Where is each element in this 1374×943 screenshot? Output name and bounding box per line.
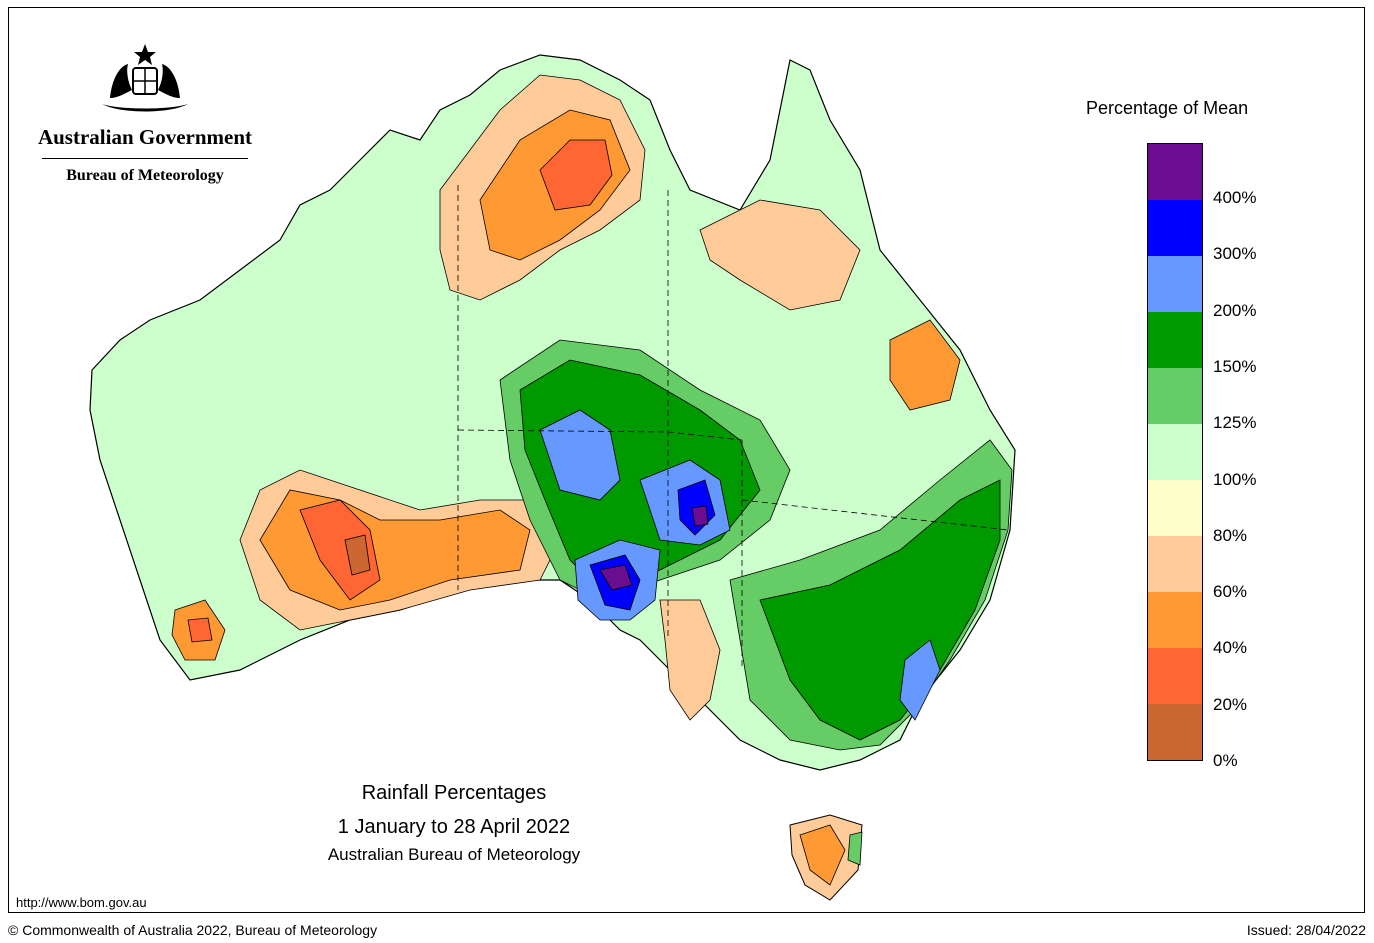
legend-label: 300% (1213, 244, 1257, 264)
bureau-name: Bureau of Meteorology (66, 167, 224, 184)
region-south-red (299, 499, 381, 601)
region-qld-coast-orange (889, 319, 961, 411)
legend-label: 60% (1213, 582, 1248, 602)
legend-label: 200% (1213, 300, 1257, 320)
legend-swatch (1148, 480, 1202, 536)
region-north-red (539, 139, 613, 211)
legend-swatch (1148, 312, 1202, 368)
website-link[interactable]: http://www.bom.gov.au (16, 895, 147, 910)
legend-label: 80% (1213, 525, 1248, 545)
legend-swatch (1148, 368, 1202, 424)
map-agency: Australian Bureau of Meteorology (327, 845, 581, 864)
legend-label: 125% (1213, 413, 1257, 433)
legend-swatch (1148, 592, 1202, 648)
logo-divider (42, 158, 248, 159)
region-sw-red (187, 617, 213, 643)
region-central-blue (539, 409, 621, 501)
coat-of-arms-icon (102, 44, 188, 112)
legend-title: Percentage of Mean (1086, 98, 1249, 118)
government-logo: Australian Government Bureau of Meteorol… (30, 38, 260, 185)
map-title-block: Rainfall Percentages 1 January to 28 Apr… (284, 782, 624, 865)
copyright-notice: © Commonwealth of Australia 2022, Bureau… (8, 922, 378, 938)
legend-swatch (1148, 144, 1202, 200)
region-vic-orange (659, 599, 721, 721)
legend-color-bar (1147, 143, 1203, 761)
legend-swatch (1148, 536, 1202, 592)
legend-label: 150% (1213, 356, 1257, 376)
region-south-brown (344, 534, 371, 576)
legend-label: 20% (1213, 694, 1248, 714)
legend-swatch (1148, 704, 1202, 760)
region-ne-purple (691, 505, 709, 527)
legend-swatch (1148, 256, 1202, 312)
region-east-blue (899, 639, 941, 721)
legend-swatch (1148, 200, 1202, 256)
legend-label: 0% (1213, 751, 1238, 770)
tasmania-green (847, 831, 863, 866)
state-borders (457, 185, 1009, 670)
legend-swatch (1148, 648, 1202, 704)
legend-swatch (1148, 424, 1202, 480)
tasmania-orange (799, 824, 846, 886)
legend-label: 100% (1213, 469, 1257, 489)
legend-label: 40% (1213, 638, 1248, 658)
region-qld-orange (699, 199, 861, 311)
region-east-darkgreen (759, 479, 1001, 741)
issued-date: Issued: 28/04/2022 (1246, 922, 1366, 938)
region-sa-purple (599, 564, 633, 591)
government-name: Australian Government (37, 125, 253, 149)
legend-label: 400% (1213, 188, 1257, 207)
map-period: 1 January to 28 April 2022 (337, 816, 571, 838)
map-title: Rainfall Percentages (361, 782, 547, 804)
